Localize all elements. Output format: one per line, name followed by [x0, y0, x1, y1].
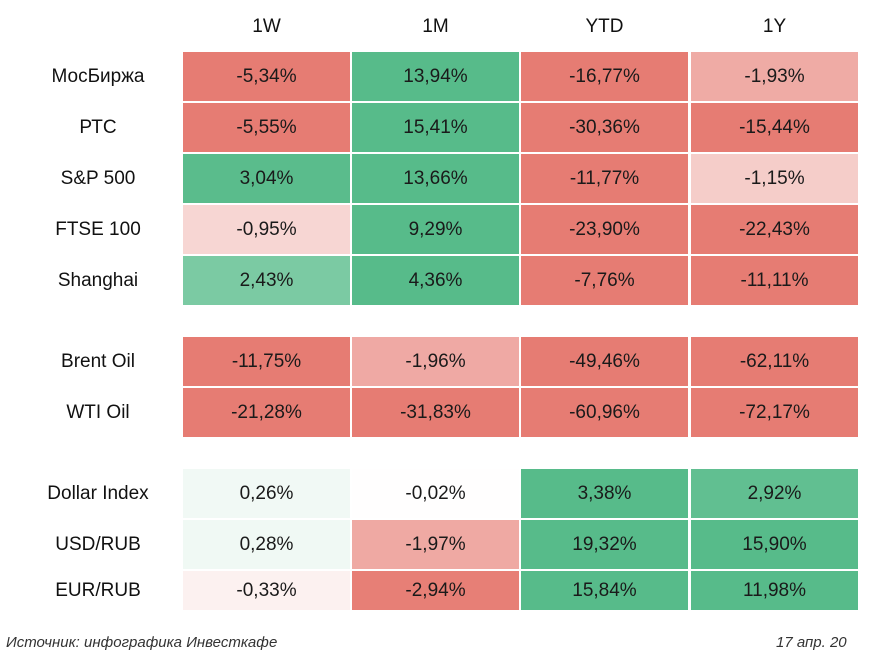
heatmap-cell: -22,43%: [691, 205, 858, 254]
heatmap-cell: -30,36%: [521, 103, 688, 152]
heatmap-cell: -16,77%: [521, 52, 688, 101]
heatmap-cell: -0,95%: [183, 205, 350, 254]
heatmap-cell: -62,11%: [691, 337, 858, 386]
heatmap-cell: -11,77%: [521, 154, 688, 203]
row-label: S&P 500: [60, 168, 136, 189]
row-label: USD/RUB: [55, 534, 141, 555]
heatmap-cell: 15,90%: [691, 520, 858, 569]
heatmap-cell: -0,02%: [352, 469, 519, 518]
heatmap-cell: 2,43%: [183, 256, 350, 305]
row-label: Dollar Index: [47, 483, 149, 504]
heatmap-cell: -11,11%: [691, 256, 858, 305]
heatmap-cell: -1,15%: [691, 154, 858, 203]
heatmap-cell: 15,84%: [521, 571, 688, 610]
heatmap-cell: -11,75%: [183, 337, 350, 386]
row-label: WTI Oil: [66, 402, 130, 423]
column-header: 1W: [252, 16, 281, 37]
heatmap-cell: -72,17%: [691, 388, 858, 437]
heatmap-cell: -60,96%: [521, 388, 688, 437]
row-label: EUR/RUB: [55, 580, 141, 601]
date-note: 17 апр. 20: [776, 634, 847, 651]
heatmap-cell: 19,32%: [521, 520, 688, 569]
heatmap-cell: -15,44%: [691, 103, 858, 152]
heatmap-cell: 13,66%: [352, 154, 519, 203]
heatmap-cell: 13,94%: [352, 52, 519, 101]
heatmap-cell: -21,28%: [183, 388, 350, 437]
heatmap-cell: 9,29%: [352, 205, 519, 254]
heatmap-cell: 0,26%: [183, 469, 350, 518]
heatmap-cell: -7,76%: [521, 256, 688, 305]
heatmap-cell: -31,83%: [352, 388, 519, 437]
heatmap-cell: -1,97%: [352, 520, 519, 569]
row-label: РТС: [79, 117, 117, 138]
row-label: Brent Oil: [61, 351, 135, 372]
heatmap-cell: 3,04%: [183, 154, 350, 203]
heatmap-cell: -0,33%: [183, 571, 350, 610]
heatmap-cell: -5,34%: [183, 52, 350, 101]
heatmap-cell: -1,93%: [691, 52, 858, 101]
heatmap-cell: 4,36%: [352, 256, 519, 305]
heatmap-cell: 15,41%: [352, 103, 519, 152]
column-header: YTD: [585, 16, 624, 37]
heatmap-cell: 3,38%: [521, 469, 688, 518]
heatmap-cell: -2,94%: [352, 571, 519, 610]
heatmap-cell: 2,92%: [691, 469, 858, 518]
heatmap-cell: 0,28%: [183, 520, 350, 569]
heatmap-cell: -23,90%: [521, 205, 688, 254]
heatmap-cell: -49,46%: [521, 337, 688, 386]
heatmap-cell: 11,98%: [691, 571, 858, 610]
heatmap-cell: -1,96%: [352, 337, 519, 386]
row-label: Shanghai: [57, 270, 139, 291]
row-label: МосБиржа: [51, 66, 145, 87]
column-header: 1Y: [762, 16, 787, 37]
row-label: FTSE 100: [55, 219, 141, 240]
source-note: Источник: инфографика Инвесткафе: [6, 634, 278, 651]
column-header: 1M: [422, 16, 449, 37]
heatmap-cell: -5,55%: [183, 103, 350, 152]
